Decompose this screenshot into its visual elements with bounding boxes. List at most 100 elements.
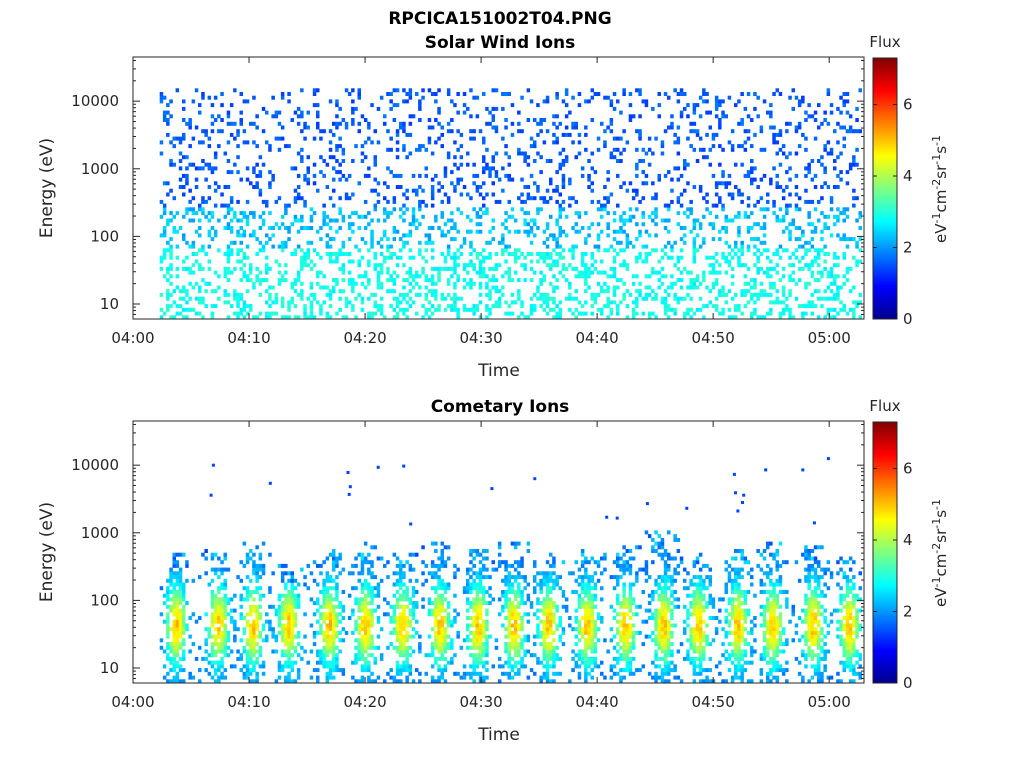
heatmap-cell [699, 137, 703, 141]
heatmap-cell [409, 271, 413, 275]
heatmap-cell [377, 308, 381, 312]
heatmap-cell [364, 274, 368, 278]
heatmap-cell [246, 672, 250, 676]
heatmap-cell [428, 126, 432, 130]
heatmap-cell [173, 657, 177, 661]
heatmap-cell [715, 133, 719, 137]
heatmap-cell [252, 642, 256, 646]
heatmap-cell [217, 601, 221, 605]
heatmap-cell [322, 597, 326, 601]
heatmap-cell [622, 263, 626, 267]
heatmap-cell [559, 226, 563, 230]
heatmap-cell [658, 178, 662, 182]
heatmap-cell [801, 99, 805, 103]
heatmap-cell [677, 137, 681, 141]
heatmap-cell [418, 144, 422, 148]
heatmap-cell [361, 657, 365, 661]
heatmap-cell [562, 248, 566, 252]
heatmap-cell [485, 122, 489, 126]
heatmap-cell [434, 609, 438, 613]
heatmap-cell [661, 297, 665, 301]
heatmap-cell [798, 237, 802, 241]
heatmap-cell [635, 174, 639, 178]
heatmap-cell [319, 155, 323, 159]
heatmap-cell [201, 553, 205, 557]
heatmap-cell [364, 155, 368, 159]
heatmap-cell [763, 207, 767, 211]
heatmap-cell [208, 267, 212, 271]
heatmap-cell [259, 616, 263, 620]
heatmap-cell [466, 586, 470, 590]
heatmap-cell [255, 624, 259, 628]
heatmap-cell [476, 256, 480, 260]
heatmap-cell [271, 571, 275, 575]
heatmap-cell [173, 597, 177, 601]
heatmap-cell [629, 215, 633, 219]
heatmap-cell [472, 248, 476, 252]
heatmap-cell [335, 590, 339, 594]
heatmap-cell [479, 568, 483, 572]
heatmap-cell [504, 605, 508, 609]
heatmap-cell [367, 627, 371, 631]
heatmap-cell [370, 312, 374, 316]
heatmap-cell [386, 256, 390, 260]
heatmap-cell [750, 118, 754, 122]
heatmap-cell [319, 237, 323, 241]
heatmap-cell [329, 237, 333, 241]
heatmap-cell [555, 278, 559, 282]
heatmap-cell [855, 163, 859, 167]
heatmap-cell [447, 586, 451, 590]
heatmap-cell [670, 282, 674, 286]
heatmap-cell [259, 170, 263, 174]
heatmap-cell [441, 624, 445, 628]
heatmap-cell [594, 260, 598, 264]
heatmap-cell [255, 605, 259, 609]
heatmap-cell [498, 657, 502, 661]
heatmap-cell [405, 207, 409, 211]
heatmap-cell [160, 586, 164, 590]
heatmap-cell [571, 245, 575, 249]
heatmap-cell [527, 211, 531, 215]
heatmap-cell [517, 624, 521, 628]
heatmap-cell [307, 170, 311, 174]
heatmap-cell [737, 215, 741, 219]
heatmap-cell [441, 542, 445, 546]
heatmap-cell [386, 215, 390, 219]
heatmap-cell [689, 282, 693, 286]
heatmap-cell [807, 166, 811, 170]
heatmap-cell [811, 230, 815, 234]
heatmap-cell [533, 590, 537, 594]
heatmap-cell [437, 597, 441, 601]
heatmap-cell [271, 650, 275, 654]
heatmap-cell [326, 664, 330, 668]
heatmap-cell [546, 99, 550, 103]
heatmap-cell [543, 293, 547, 297]
heatmap-cell [233, 594, 237, 598]
heatmap-cell [227, 122, 231, 126]
heatmap-cell [335, 564, 339, 568]
heatmap-cell [364, 657, 368, 661]
heatmap-cell [297, 174, 301, 178]
heatmap-cell [402, 293, 406, 297]
heatmap-cell [504, 152, 508, 156]
heatmap-cell [268, 586, 272, 590]
heatmap-cell [836, 140, 840, 144]
heatmap-cell [201, 207, 205, 211]
heatmap-cell [648, 312, 652, 316]
heatmap-cell [389, 631, 393, 635]
heatmap-cell [252, 286, 256, 290]
heatmap-cell [393, 88, 397, 92]
heatmap-cell [488, 241, 492, 245]
heatmap-cell [182, 137, 186, 141]
heatmap-cell [536, 289, 540, 293]
heatmap-cell [402, 233, 406, 237]
heatmap-cell [520, 129, 524, 133]
heatmap-cell [243, 676, 247, 680]
heatmap-cell [453, 282, 457, 286]
heatmap-cell [555, 260, 559, 264]
heatmap-cell [255, 676, 259, 680]
heatmap-cell [725, 293, 729, 297]
heatmap-cell [367, 174, 371, 178]
heatmap-cell [555, 222, 559, 226]
heatmap-cell [712, 263, 716, 267]
